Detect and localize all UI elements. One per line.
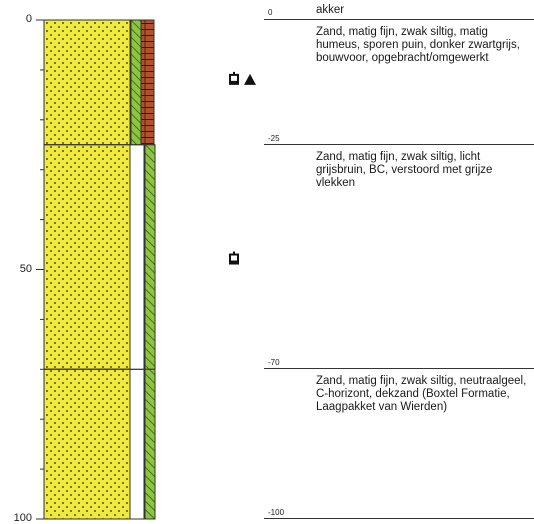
sample-bag-icon [229,251,239,265]
layer-boundary-rule [264,368,534,370]
sand-layer-3 [43,368,131,520]
axis-tick-label: 100 [13,512,32,524]
layer-description: Zand, matig fijn, zwak siltig, matig hum… [316,26,520,64]
layer-description: Zand, matig fijn, zwak siltig, neutraalg… [316,375,527,414]
sand-layer-1 [43,19,131,146]
humus-hatch-strip-1 [130,19,142,146]
humus-hatch-strip-2 [144,144,156,370]
humus-hatch-strip-3 [144,368,156,520]
layer-outline-3 [43,368,145,520]
bottom-depth-label: -100 [268,508,285,517]
bottom-boundary-rule [264,518,534,519]
axis-tick-label: 50 [19,262,32,275]
sample-bag-window [231,255,237,261]
layer-name: akker [316,4,345,16]
layer-top-depth-label: -25 [268,133,280,143]
rubble-brick-strip [140,19,155,146]
sample-bag-icon [229,71,239,85]
layer-description: Zand, matig fijn, zwak siltig, licht gri… [316,150,493,189]
layer-top-depth-label: -70 [268,358,280,368]
layer-boundary-rule [264,19,534,20]
axis-tick-label: 0 [25,13,32,25]
triangle-icon [244,73,256,85]
layer-top-depth-label: 0 [268,8,273,17]
sample-bag-window [231,75,237,81]
sand-layer-2 [43,144,131,370]
layer-boundary-rule [264,143,534,145]
